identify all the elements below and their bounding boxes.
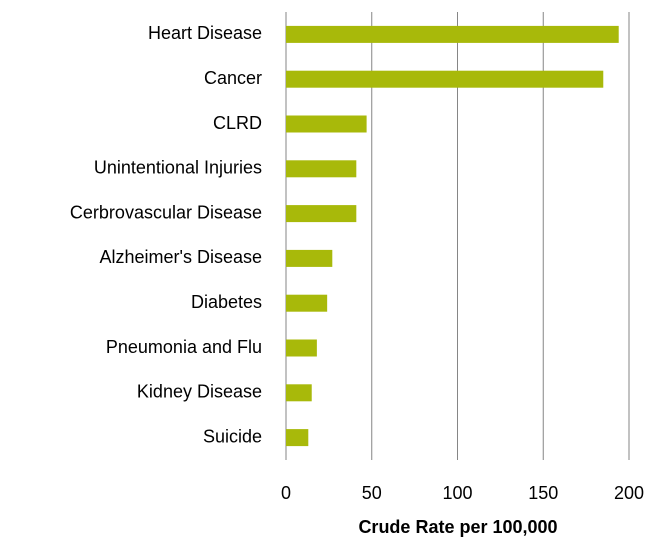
y-tick-label: Suicide	[203, 426, 262, 446]
y-tick-label: CLRD	[213, 113, 262, 133]
bar	[286, 294, 328, 312]
bar	[286, 160, 357, 178]
y-tick-label: Cancer	[204, 68, 262, 88]
x-tick-label: 150	[528, 483, 558, 503]
x-tick-label: 200	[614, 483, 644, 503]
bar	[286, 25, 619, 43]
bar	[286, 70, 604, 88]
y-tick-label: Alzheimer's Disease	[100, 247, 263, 267]
bar	[286, 115, 367, 133]
y-tick-label: Cerbrovascular Disease	[70, 202, 262, 222]
bar	[286, 429, 309, 447]
bar	[286, 339, 317, 357]
x-tick-label: 0	[281, 483, 291, 503]
y-tick-label: Diabetes	[191, 292, 262, 312]
x-tick-label: 100	[442, 483, 472, 503]
bar	[286, 384, 312, 402]
y-tick-label: Unintentional Injuries	[94, 158, 262, 178]
bar	[286, 205, 357, 223]
x-axis-label: Crude Rate per 100,000	[358, 517, 557, 537]
bar	[286, 249, 333, 267]
y-tick-label: Kidney Disease	[137, 382, 262, 402]
x-tick-label: 50	[362, 483, 382, 503]
y-tick-label: Heart Disease	[148, 23, 262, 43]
y-tick-label: Pneumonia and Flu	[106, 337, 262, 357]
